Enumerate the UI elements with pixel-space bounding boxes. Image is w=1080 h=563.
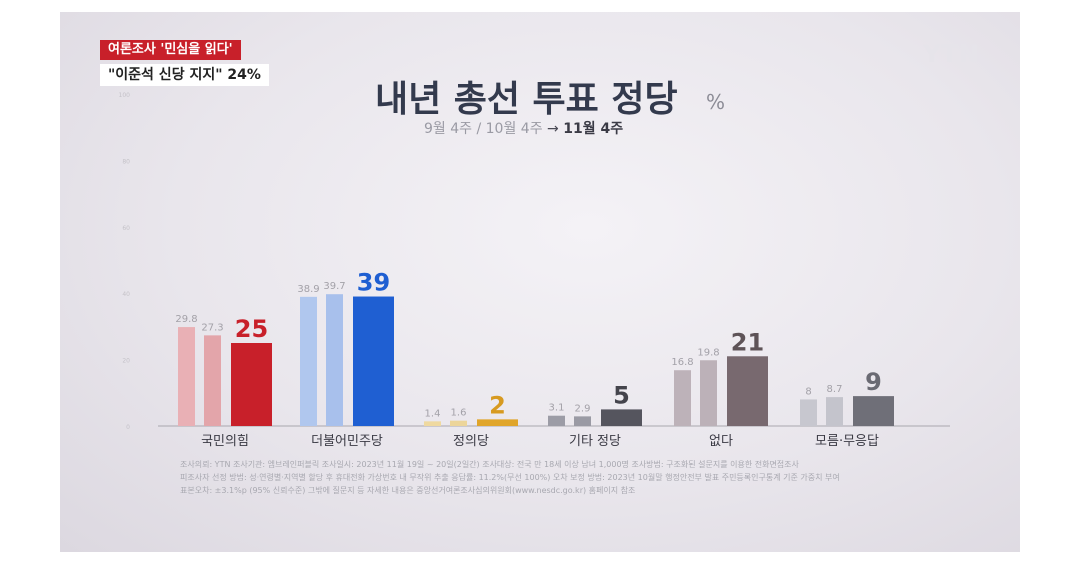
headline-tag: "이준석 신당 지지" 24% [100, 64, 269, 86]
data-label: 25 [235, 315, 268, 343]
category-label: 모름·무응답 [815, 434, 879, 449]
category-label: 더불어민주당 [311, 434, 383, 449]
bar-current [353, 296, 394, 426]
category-label: 기타 정당 [569, 434, 621, 449]
y-tick-label: 100 [119, 92, 131, 99]
y-tick-label: 40 [122, 291, 130, 298]
data-label: 21 [731, 328, 764, 356]
bar-previous [674, 370, 691, 426]
data-label: 19.8 [697, 347, 719, 358]
data-label: 1.6 [451, 408, 467, 419]
category-label: 국민의힘 [201, 434, 249, 449]
y-tick-label: 80 [122, 158, 130, 165]
bar-current [231, 343, 272, 426]
bar-current [477, 419, 518, 426]
data-label: 5 [613, 381, 630, 409]
category-label: 없다 [709, 434, 733, 449]
data-label: 16.8 [671, 357, 693, 368]
bar-current [853, 396, 894, 426]
bar-previous [178, 327, 195, 426]
data-label: 39 [357, 269, 390, 297]
bar-previous [204, 335, 221, 426]
bar-previous [700, 360, 717, 426]
data-label: 29.8 [175, 314, 197, 325]
y-tick-label: 60 [122, 225, 130, 232]
data-label: 3.1 [549, 403, 565, 414]
data-label: 8.7 [827, 384, 843, 395]
chart-subtitle: 9월 4주 / 10월 4주 → 11월 4주 [424, 118, 623, 138]
unit-label: % [706, 90, 726, 114]
bar-previous [548, 415, 565, 426]
segment-tag: 여론조사 '민심을 읽다' [100, 40, 241, 60]
data-label: 27.3 [201, 322, 223, 333]
data-label: 8 [805, 386, 811, 397]
broadcast-frame: 0 20 40 60 80 100 29.8 27.3 25 국민의힘 38.9 39.7 39 더불어민… [60, 12, 1020, 552]
survey-footnotes: 조사의뢰: YTN 조사기관: 엠브레인퍼블릭 조사일시: 2023년 11월 … [180, 458, 920, 497]
bar-previous [424, 421, 441, 426]
chart-title: 내년 총선 투표 정당 [375, 79, 678, 120]
bar-previous [326, 294, 343, 426]
category-label: 정의당 [453, 434, 489, 449]
y-tick-label: 20 [122, 358, 130, 365]
data-label: 2.9 [575, 403, 591, 414]
footnote-line: 피조사자 선정 방법: 성·연령별·지역별 할당 후 휴대전화 가상번호 내 무… [180, 473, 840, 482]
bar-previous [300, 296, 317, 426]
bar-previous [826, 397, 843, 426]
data-label: 2 [489, 391, 506, 419]
arrow-icon: → [547, 121, 559, 137]
bar-previous [450, 420, 467, 426]
y-tick-label: 0 [126, 424, 130, 431]
bar-previous [800, 399, 817, 426]
ytn-logo: YTN [923, 40, 980, 68]
data-label: 38.9 [297, 284, 319, 295]
bar-current [601, 409, 642, 426]
data-label: 39.7 [323, 281, 345, 292]
subtitle-previous: 9월 4주 / 10월 4주 [424, 121, 543, 137]
bar-previous [574, 416, 591, 426]
subtitle-current: 11월 4주 [563, 121, 624, 137]
data-label: 9 [865, 368, 882, 396]
footnote-line: 표본오차: ±3.1%p (95% 신뢰수준) 그밖에 질문지 등 자세한 내용… [180, 486, 636, 495]
data-label: 1.4 [425, 408, 441, 419]
bar-current [727, 356, 768, 426]
footnote-line: 조사의뢰: YTN 조사기관: 엠브레인퍼블릭 조사일시: 2023년 11월 … [180, 460, 799, 469]
